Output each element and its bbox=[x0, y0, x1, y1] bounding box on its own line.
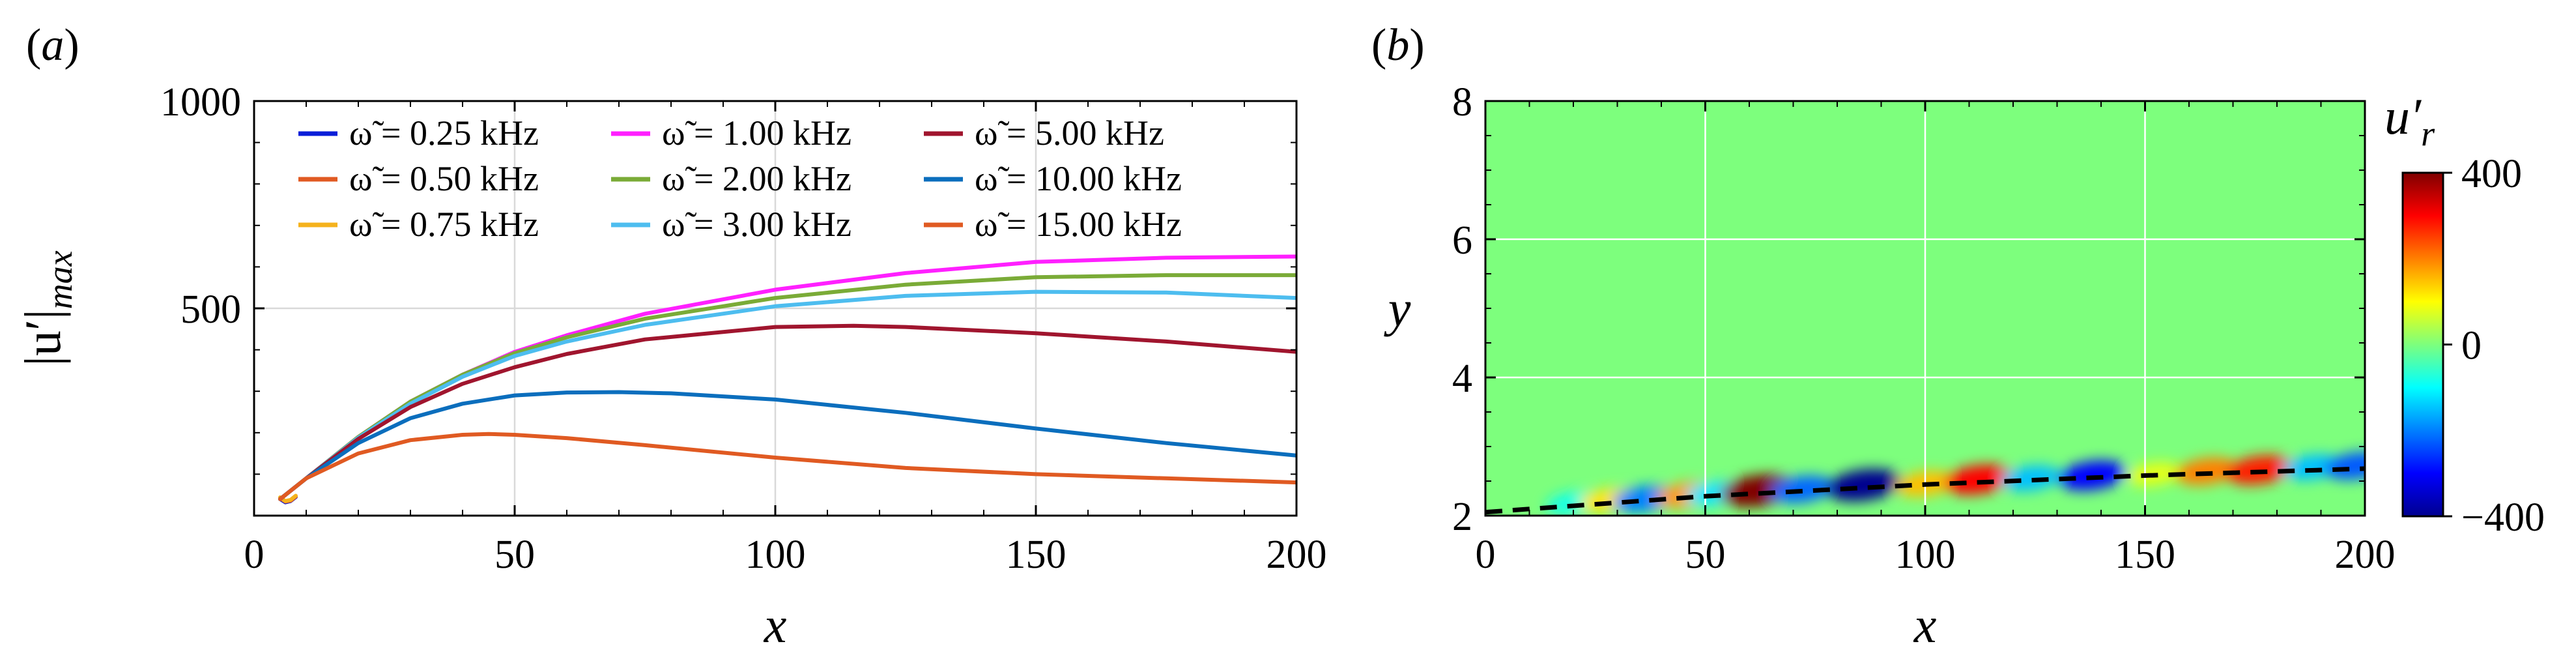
y-tick-label: 6 bbox=[1452, 218, 1472, 263]
y-tick-label: 1000 bbox=[160, 80, 241, 125]
panel-a-ylabel: |u′|max bbox=[14, 250, 79, 366]
colorbar-tick-label: 0 bbox=[2461, 324, 2482, 368]
panel-a-label: (a) bbox=[26, 20, 79, 70]
legend-label: ω̃ = 1.00 kHz bbox=[662, 113, 852, 153]
legend-entry-6: ω̃ = 5.00 kHz bbox=[924, 113, 1164, 153]
x-tick-label: 100 bbox=[745, 533, 806, 577]
panel-b-label: (b) bbox=[1371, 20, 1425, 70]
series-line-6 bbox=[278, 323, 1296, 501]
legend-label: ω̃ = 15.00 kHz bbox=[975, 205, 1182, 244]
panel-a-legend: ω̃ = 0.25 kHz ω̃ = 0.50 kHz ω̃ = 0.75 kHz ω… bbox=[298, 113, 1182, 244]
panel-b-dashed-line-group bbox=[1485, 466, 2365, 515]
x-tick-label: 150 bbox=[2115, 533, 2175, 577]
x-tick-label: 0 bbox=[244, 533, 265, 577]
legend-entry-0: ω̃ = 0.25 kHz bbox=[298, 113, 539, 153]
legend-label: ω̃ = 0.50 kHz bbox=[349, 159, 539, 198]
x-tick-label: 200 bbox=[1267, 533, 1327, 577]
dashed-line bbox=[1485, 466, 2365, 515]
colorbar-ticks: −400 0 400 bbox=[2443, 152, 2545, 540]
panel-b-xlabel: x bbox=[1913, 596, 1937, 653]
wave-packet-7 bbox=[1825, 469, 1902, 502]
x-tick-label: 100 bbox=[1895, 533, 1956, 577]
legend-label: ω̃ = 0.75 kHz bbox=[349, 205, 539, 244]
series-line-7 bbox=[278, 390, 1296, 501]
colorbar-tick-label: −400 bbox=[2461, 495, 2545, 540]
legend-entry-4: ω̃ = 2.00 kHz bbox=[611, 159, 852, 198]
panel-b-grid bbox=[1485, 101, 2365, 516]
legend-label: ω̃ = 2.00 kHz bbox=[662, 159, 852, 198]
x-tick-label: 0 bbox=[1476, 533, 1496, 577]
colorbar-label: u′r bbox=[2384, 88, 2435, 153]
legend-entry-5: ω̃ = 3.00 kHz bbox=[611, 205, 852, 244]
wave-packet-10 bbox=[2001, 465, 2061, 492]
legend-entry-3: ω̃ = 1.00 kHz bbox=[611, 113, 852, 153]
x-tick-label: 150 bbox=[1006, 533, 1066, 577]
colorbar bbox=[2401, 171, 2444, 518]
series-line-8 bbox=[278, 432, 1296, 501]
legend-entry-1: ω̃ = 0.50 kHz bbox=[298, 159, 539, 198]
panel-a-series bbox=[278, 254, 1296, 505]
legend-label: ω̃ = 10.00 kHz bbox=[975, 159, 1182, 198]
y-tick-label: 8 bbox=[1452, 80, 1472, 125]
wave-packet-2 bbox=[1612, 485, 1675, 513]
panel-b-ticks: 0 50 100 150 200 2 4 6 8 bbox=[1452, 80, 2396, 577]
legend-entry-2: ω̃ = 0.75 kHz bbox=[298, 205, 539, 244]
colorbar-tick-label: 400 bbox=[2461, 152, 2522, 196]
wave-packet-9 bbox=[1943, 464, 2012, 495]
x-tick-label: 50 bbox=[1685, 533, 1726, 577]
legend-label: ω̃ = 5.00 kHz bbox=[975, 113, 1164, 153]
panel-a-xlabel: x bbox=[764, 596, 787, 653]
y-tick-label: 4 bbox=[1452, 357, 1472, 401]
y-tick-label: 2 bbox=[1452, 495, 1472, 539]
panel-a-grid bbox=[254, 101, 1296, 516]
legend-label: ω̃ = 0.25 kHz bbox=[349, 113, 539, 153]
panel-a-ticks: 0 50 100 150 200 500 1000 bbox=[160, 80, 1327, 577]
x-tick-label: 50 bbox=[494, 533, 535, 577]
y-tick-label: 500 bbox=[180, 287, 241, 332]
legend-label: ω̃ = 3.00 kHz bbox=[662, 205, 852, 244]
panel-b-wave-packets bbox=[1546, 452, 2365, 516]
panel-b-heatmap: (b) 0 50 100 150 200 2 4 6 8 x y −400 0 400 u′r bbox=[1371, 20, 2545, 653]
legend-entry-7: ω̃ = 10.00 kHz bbox=[924, 159, 1182, 198]
x-tick-label: 200 bbox=[2335, 533, 2396, 577]
panel-b-ylabel: y bbox=[1384, 280, 1411, 337]
legend-entry-8: ω̃ = 15.00 kHz bbox=[924, 205, 1182, 244]
wave-packet-16 bbox=[2324, 452, 2365, 480]
